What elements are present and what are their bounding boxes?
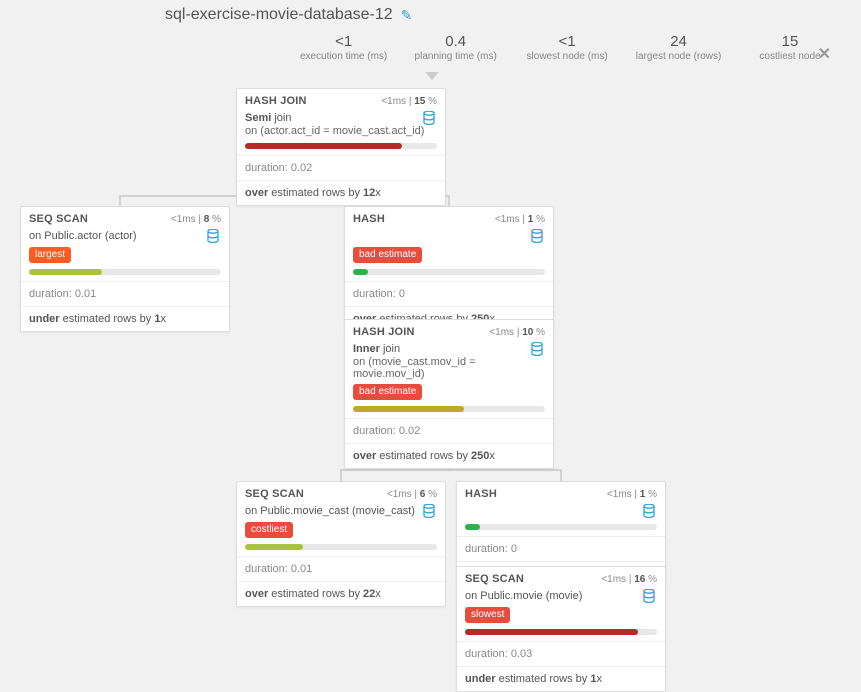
node-duration: duration: 0 bbox=[353, 288, 545, 300]
database-icon bbox=[423, 111, 437, 125]
node-bar bbox=[465, 629, 657, 635]
plan-node[interactable]: HASH JOIN<1ms | 10 %Inner joinon (movie_… bbox=[344, 319, 554, 469]
node-name: HASH JOIN bbox=[353, 326, 415, 338]
stat-slowest: <1slowest node (ms) bbox=[524, 34, 610, 62]
database-icon bbox=[531, 229, 545, 243]
node-duration: duration: 0.01 bbox=[245, 563, 437, 575]
database-icon bbox=[531, 342, 545, 356]
node-subtitle: on Public.movie (movie) bbox=[465, 590, 637, 602]
node-meta: <1ms | 6 % bbox=[387, 489, 437, 500]
stat-exec-time: <1execution time (ms) bbox=[300, 34, 387, 62]
node-bar bbox=[353, 269, 545, 275]
node-badge: largest bbox=[29, 247, 71, 263]
node-badge: costliest bbox=[245, 522, 293, 538]
node-name: SEQ SCAN bbox=[465, 573, 524, 585]
node-condition: on (movie_cast.mov_id = movie.mov_id) bbox=[353, 356, 545, 380]
node-meta: <1ms | 15 % bbox=[381, 96, 437, 107]
close-icon[interactable]: ✕ bbox=[818, 44, 831, 64]
node-badge: bad estimate bbox=[353, 247, 422, 263]
node-bar bbox=[465, 524, 657, 530]
pointer-triangle bbox=[425, 72, 439, 80]
node-subtitle: on Public.actor (actor) bbox=[29, 230, 201, 242]
node-estimate: under estimated rows by 1x bbox=[29, 313, 221, 325]
node-name: HASH JOIN bbox=[245, 95, 307, 107]
stat-plan-time: 0.4planning time (ms) bbox=[413, 34, 499, 62]
database-icon bbox=[207, 229, 221, 243]
node-bar bbox=[245, 544, 437, 550]
node-badge: bad estimate bbox=[353, 384, 422, 400]
node-name: SEQ SCAN bbox=[245, 488, 304, 500]
node-duration: duration: 0 bbox=[465, 543, 657, 555]
node-duration: duration: 0.02 bbox=[353, 425, 545, 437]
plan-node[interactable]: SEQ SCAN <1ms | 16 % on Public.movie (movi… bbox=[456, 566, 666, 692]
database-icon bbox=[643, 589, 657, 603]
node-estimate: over estimated rows by 12x bbox=[245, 187, 437, 199]
plan-node[interactable]: SEQ SCAN <1ms | 6 % on Public.movie_cast (… bbox=[236, 481, 446, 607]
node-meta: <1ms | 1 % bbox=[495, 214, 545, 225]
plan-node[interactable]: SEQ SCAN <1ms | 8 % on Public.actor (actor… bbox=[20, 206, 230, 332]
node-duration: duration: 0.01 bbox=[29, 288, 221, 300]
node-estimate: under estimated rows by 1x bbox=[465, 673, 657, 685]
node-bar bbox=[29, 269, 221, 275]
node-meta: <1ms | 1 % bbox=[607, 489, 657, 500]
node-meta: <1ms | 10 % bbox=[489, 327, 545, 338]
node-bar bbox=[353, 406, 545, 412]
node-name: HASH bbox=[353, 213, 385, 225]
plan-node[interactable]: HASH<1ms | 1 %bad estimateduration: 0ove… bbox=[344, 206, 554, 332]
node-meta: <1ms | 8 % bbox=[171, 214, 221, 225]
database-icon bbox=[643, 504, 657, 518]
node-name: HASH bbox=[465, 488, 497, 500]
stat-largest: 24largest node (rows) bbox=[636, 34, 722, 62]
node-badge: slowest bbox=[465, 607, 510, 623]
edit-icon[interactable]: ✎ bbox=[401, 7, 413, 24]
node-meta: <1ms | 16 % bbox=[601, 574, 657, 585]
stats-bar: <1execution time (ms) 0.4planning time (… bbox=[300, 34, 833, 62]
database-icon bbox=[423, 504, 437, 518]
node-duration: duration: 0.02 bbox=[245, 162, 437, 174]
node-duration: duration: 0.03 bbox=[465, 648, 657, 660]
node-estimate: over estimated rows by 250x bbox=[353, 450, 545, 462]
node-subtitle: on Public.movie_cast (movie_cast) bbox=[245, 505, 417, 517]
node-name: SEQ SCAN bbox=[29, 213, 88, 225]
node-bar bbox=[245, 143, 437, 149]
page-title: sql-exercise-movie-database-12 bbox=[165, 6, 393, 24]
node-condition: on (actor.act_id = movie_cast.act_id) bbox=[245, 125, 437, 137]
node-estimate: over estimated rows by 22x bbox=[245, 588, 437, 600]
plan-node[interactable]: HASH JOIN<1ms | 15 %Semi joinon (actor.a… bbox=[236, 88, 446, 206]
